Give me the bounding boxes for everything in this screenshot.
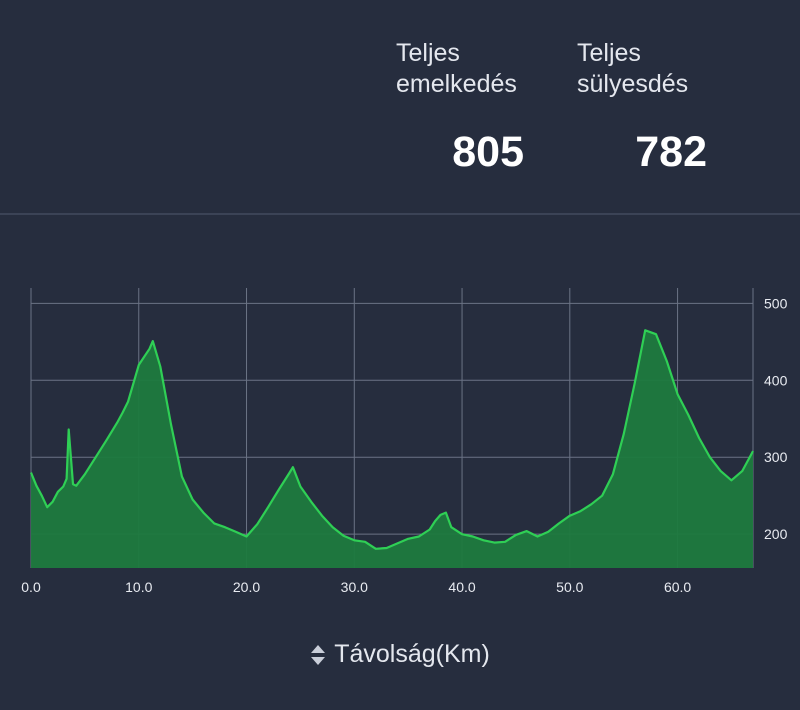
elevation-profile-chart[interactable]: 0.0 10.0 20.0 30.0 40.0 50.0 60.0 200 300 400 500 xyxy=(0,270,800,610)
total-gain-stat: Teljes emelkedés 805 xyxy=(396,38,526,176)
total-loss-stat: Teljes sülyesdés 782 xyxy=(577,38,707,176)
x-tick-label-0: 0.0 xyxy=(21,579,41,595)
total-loss-label-line2: sülyesdés xyxy=(577,70,689,98)
x-tick-label-2: 20.0 xyxy=(233,579,260,595)
x-tick-label-6: 60.0 xyxy=(664,579,691,595)
total-gain-value: 805 xyxy=(452,128,524,176)
y-tick-label-3: 500 xyxy=(764,295,788,311)
header-divider xyxy=(0,213,800,215)
x-tick-label-3: 30.0 xyxy=(341,579,368,595)
y-tick-label-2: 400 xyxy=(764,372,788,388)
x-tick-label-1: 10.0 xyxy=(125,579,152,595)
y-tick-label-0: 200 xyxy=(764,526,788,542)
x-axis-sort-toggle[interactable]: Távolság(Km) xyxy=(310,640,490,669)
x-tick-label-5: 50.0 xyxy=(556,579,583,595)
y-tick-label-1: 300 xyxy=(764,449,788,465)
x-tick-label-4: 40.0 xyxy=(448,579,475,595)
elevation-line xyxy=(29,329,754,550)
total-loss-value: 782 xyxy=(635,128,707,176)
sort-arrows-icon xyxy=(311,644,326,665)
x-axis-label: Távolság(Km) xyxy=(334,640,490,668)
total-gain-label-line2: emelkedés xyxy=(396,70,517,98)
x-axis-label-row: Távolság(Km) xyxy=(0,640,800,672)
total-gain-label-line1: Teljes xyxy=(396,39,460,67)
total-loss-label-line1: Teljes xyxy=(577,39,641,67)
